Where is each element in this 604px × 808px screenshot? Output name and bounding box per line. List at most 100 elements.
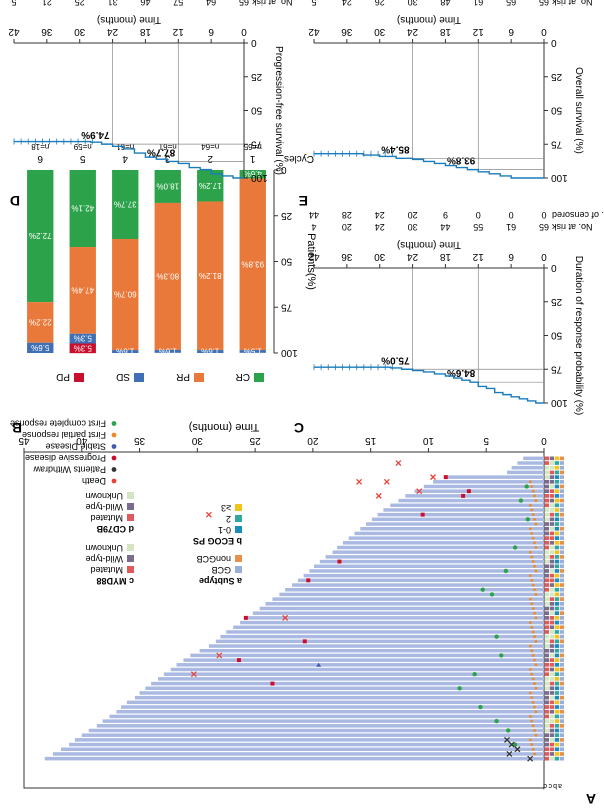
y-tick-label: 50 (551, 330, 563, 341)
covariate-cell-b (554, 540, 559, 545)
patient-bar (170, 667, 544, 672)
legend-swatch (194, 373, 204, 382)
progressive-disease-marker (443, 475, 448, 480)
covariate-cell-b (554, 667, 559, 672)
covariate-cell-c (549, 479, 554, 484)
first-partial-response-marker (528, 691, 532, 695)
covariate-cell-a (559, 555, 564, 559)
ecog-legend-swatch (235, 515, 242, 522)
patient-bar (297, 578, 544, 583)
patient-bar (199, 648, 544, 653)
first-partial-response-marker (533, 564, 536, 568)
covariate-cell-a (559, 470, 564, 475)
myd88-legend-swatch (127, 555, 134, 562)
covariate-cell-d (544, 719, 549, 723)
covariate-cell-a (559, 611, 564, 616)
first-partial-response-marker (528, 597, 532, 601)
bar-label-pr: 93.8% (241, 259, 264, 268)
x-tick-label: 45 (18, 435, 30, 446)
covariate-cell-a (559, 714, 564, 719)
at-risk-count: 24 (342, 0, 352, 7)
covariate-cell-c (549, 555, 554, 559)
patient-bar (342, 541, 544, 545)
covariate-cell-b (554, 747, 559, 752)
patient-bar (116, 709, 544, 714)
first-partial-response-marker (528, 668, 532, 671)
legend-swatch (134, 373, 144, 382)
covariate-cell-a (559, 662, 564, 667)
covariate-cell-d (544, 569, 549, 573)
progressive-disease-marker (236, 658, 241, 663)
death-marker (190, 671, 197, 678)
bar-label-pr: 81.2% (199, 271, 222, 280)
withdraw-marker (504, 736, 510, 743)
x-axis-title: Time (months) (97, 14, 161, 25)
patient-bar (44, 756, 544, 761)
covariate-cell-c (549, 705, 554, 709)
at-risk-count: 65 (539, 0, 549, 7)
covariate-cell-a (559, 583, 564, 587)
bar-label-cr: 42.1% (71, 204, 94, 213)
patient-bar (158, 677, 544, 681)
patient-bar (96, 724, 544, 728)
patient-bar (245, 616, 544, 620)
myd88-legend-label: Wild-type (85, 554, 123, 564)
covariate-cell-a (559, 695, 564, 700)
patient-bar (126, 700, 544, 705)
covariate-cell-c (549, 508, 554, 512)
covariate-cell-b (554, 536, 559, 540)
myd88-legend-swatch (127, 544, 134, 551)
first-partial-response-marker (530, 649, 534, 653)
covariate-cell-c (549, 625, 554, 630)
covariate-cell-d (544, 587, 549, 592)
annotation-label: 93.8% (447, 155, 475, 166)
covariate-cell-d (544, 526, 549, 531)
at-risk-count: 55 (473, 222, 483, 232)
cd79b-legend-label: Wild-type (85, 502, 123, 512)
ecog-legend-swatch (235, 504, 242, 511)
covariate-cell-b (554, 658, 559, 662)
covariate-cell-d (544, 503, 549, 508)
death-marker (356, 478, 363, 485)
covariate-cell-a (559, 634, 564, 639)
bar-label-sd: 1.6% (116, 347, 134, 356)
patient-bar (102, 719, 544, 723)
covariate-cell-c (549, 616, 554, 620)
y-tick-label: 75 (551, 138, 563, 149)
side-column-label: c (548, 782, 552, 789)
x-tick-label: 15 (365, 435, 377, 446)
first-partial-response-marker (534, 616, 538, 620)
covariate-cell-b (554, 662, 559, 667)
covariate-cell-a (559, 484, 564, 489)
annotation-label: 85.4% (381, 143, 409, 154)
covariate-cell-a (559, 616, 564, 620)
patient-bar (233, 625, 544, 630)
covariate-cell-a (559, 592, 564, 597)
x-tick-label: 20 (307, 435, 319, 446)
progressive-disease-marker (466, 489, 471, 494)
covariate-cell-d (544, 723, 549, 728)
covariate-cell-d (544, 601, 549, 606)
n-label: n=61 (116, 142, 135, 151)
first-partial-response-marker (531, 489, 535, 493)
covariate-cell-b (554, 648, 559, 653)
patient-bar (371, 517, 544, 522)
event-legend-label: First partial response (22, 430, 106, 440)
covariate-cell-c (549, 545, 554, 550)
covariate-cell-b (554, 611, 559, 616)
death-marker (216, 652, 223, 659)
x-tick-label: 24 (407, 251, 419, 262)
covariate-cell-a (559, 630, 564, 634)
covariate-cell-b (554, 573, 559, 578)
patient-bar (226, 630, 544, 634)
km-curve (314, 153, 544, 179)
covariate-cell-a (559, 536, 564, 540)
covariate-cell-c (549, 606, 554, 611)
covariate-cell-c (549, 465, 554, 470)
covariate-cell-a (559, 658, 564, 662)
covariate-cell-c (549, 738, 554, 742)
covariate-cell-a (559, 456, 564, 461)
covariate-cell-d (544, 648, 549, 653)
event-legend-label: Patients Withdraw (33, 465, 106, 475)
covariate-cell-b (554, 714, 559, 719)
